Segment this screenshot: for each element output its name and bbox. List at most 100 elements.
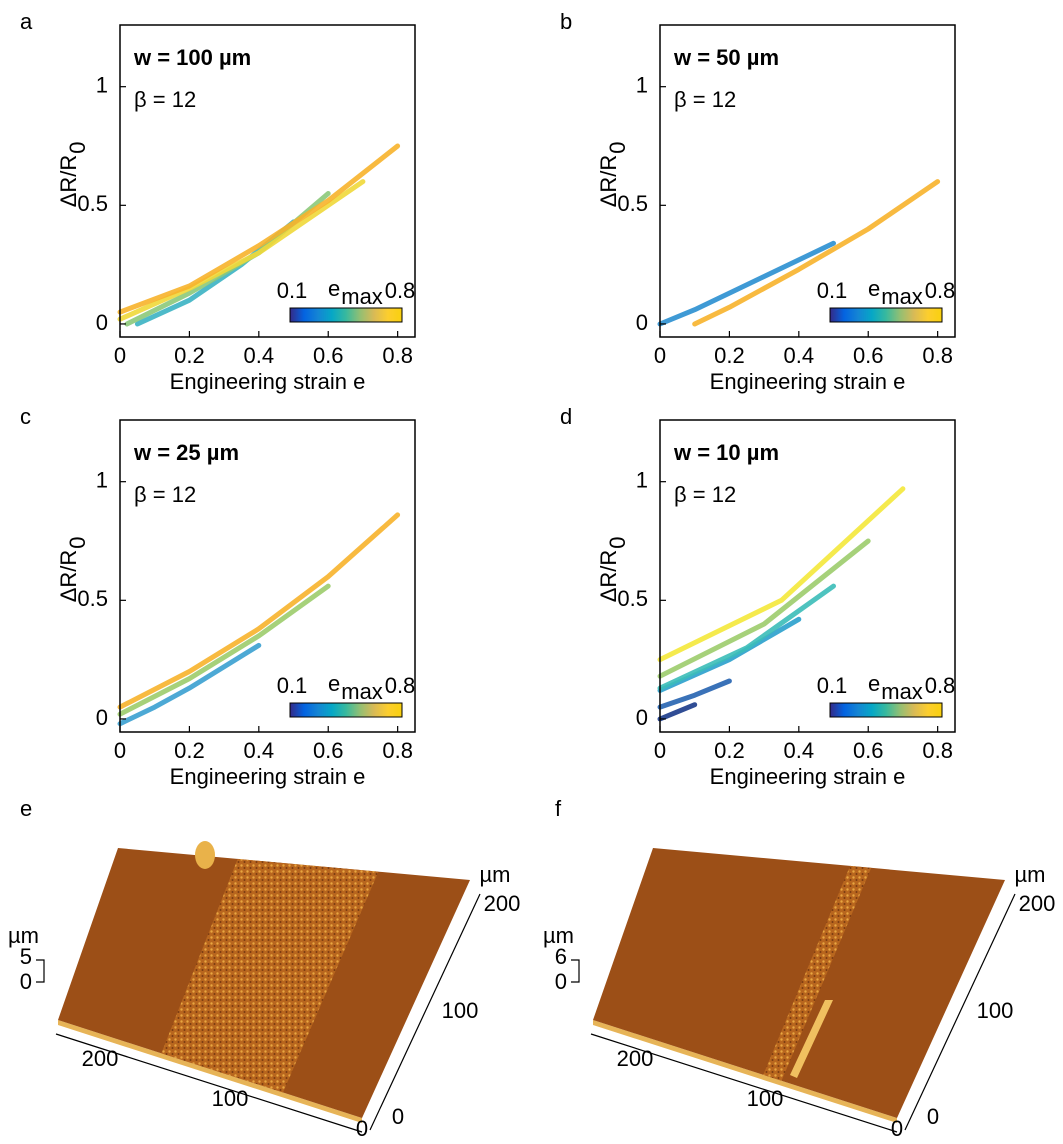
plot-frame: [659, 419, 956, 733]
afm-y-unit: µm: [479, 862, 510, 887]
panel-title: w = 25 µm: [133, 440, 239, 465]
annotation: β = 12: [134, 482, 196, 507]
afm-y-tick-label: 0: [392, 1104, 404, 1129]
x-tick-label: 0.4: [244, 738, 275, 763]
x-tick-label: 0.2: [174, 343, 205, 368]
colorbar-label: e: [328, 671, 340, 696]
y-axis-label-group: ΔR/R 0: [596, 141, 630, 207]
colorbar: [289, 307, 403, 323]
x-tick-label: 0.4: [244, 343, 275, 368]
afm-y-axis: [904, 893, 1016, 1131]
panel-title: w = 50 µm: [673, 45, 779, 70]
x-tick-label: 0.4: [784, 738, 815, 763]
panel-letter: a: [20, 9, 33, 34]
afm-slab: [593, 1020, 897, 1123]
plot-frame: [119, 24, 416, 338]
afm-surface: [593, 848, 1005, 1118]
x-tick-label: 0.8: [382, 738, 413, 763]
afm-y-tick-label: 100: [977, 998, 1014, 1023]
afm-x-axis: [55, 1033, 363, 1133]
y-axis-label-sub: 0: [65, 141, 90, 153]
annotation: β = 12: [674, 87, 736, 112]
afm-z-unit: µm: [8, 923, 39, 948]
panel-title: w = 100 µm: [133, 45, 251, 70]
y-tick-label: 0: [636, 310, 648, 335]
y-axis-label-group: ΔR/R 0: [56, 536, 90, 602]
x-tick-label: 0.8: [922, 343, 953, 368]
y-axis-label-sub: 0: [605, 536, 630, 548]
x-tick-label: 0: [114, 343, 126, 368]
panel-letter: c: [20, 404, 31, 429]
afm-ridge: [790, 1000, 833, 1078]
y-axis-label-group: ΔR/R 0: [56, 141, 90, 207]
afm-z-bracket: [571, 959, 580, 983]
data-line: [657, 240, 836, 327]
y-tick-label: 0.5: [617, 586, 648, 611]
x-tick-label: 0.2: [174, 738, 205, 763]
y-tick-label: 0.5: [77, 586, 108, 611]
x-tick-label: 0: [654, 343, 666, 368]
afm-x-tick-label: 200: [617, 1046, 654, 1071]
afm-z-tick-label: 5: [20, 944, 32, 969]
y-tick-label: 1: [636, 73, 648, 98]
colorbar-label-sub: max: [881, 284, 923, 309]
colorbar: [829, 307, 943, 323]
afm-z-tick-label: 0: [20, 969, 32, 994]
colorbar-max: 0.8: [385, 278, 416, 303]
colorbar-min: 0.1: [817, 673, 848, 698]
data-line: [117, 143, 401, 315]
afm-z-tick-label: 6: [555, 944, 567, 969]
y-tick-label: 0.5: [77, 191, 108, 216]
x-tick-label: 0.6: [313, 738, 344, 763]
data-line: [117, 179, 366, 322]
data-line: [692, 179, 941, 327]
data-line: [657, 678, 732, 710]
afm-y-tick-label: 200: [1019, 891, 1056, 916]
afm-x-axis: [590, 1033, 898, 1133]
afm-y-tick-label: 0: [927, 1104, 939, 1129]
y-axis-label-group: ΔR/R 0: [596, 536, 630, 602]
plot-frame: [119, 419, 416, 733]
data-line: [657, 538, 871, 679]
colorbar-min: 0.1: [817, 278, 848, 303]
colorbar-label: e: [328, 276, 340, 301]
y-axis-label: ΔR/R: [56, 550, 81, 603]
panel-letter: b: [560, 9, 572, 34]
afm-z-unit: µm: [543, 923, 574, 948]
afm-z-tick-label: 0: [555, 969, 567, 994]
afm-slab: [58, 1020, 362, 1123]
colorbar-label: e: [868, 671, 880, 696]
colorbar-min: 0.1: [277, 673, 308, 698]
afm-y-axis: [369, 893, 481, 1131]
afm-y-unit: µm: [1014, 862, 1045, 887]
y-tick-label: 1: [96, 468, 108, 493]
afm-x-tick-label: 0: [891, 1116, 903, 1141]
colorbar-min: 0.1: [277, 278, 308, 303]
y-tick-label: 0: [636, 705, 648, 730]
afm-x-tick-label: 200: [82, 1046, 119, 1071]
afm-particle: [195, 841, 215, 869]
colorbar-label-sub: max: [341, 284, 383, 309]
y-axis-label: ΔR/R: [596, 550, 621, 603]
x-tick-label: 0.6: [313, 343, 344, 368]
colorbar: [829, 702, 943, 718]
y-axis-label: ΔR/R: [596, 155, 621, 208]
x-tick-label: 0.8: [382, 343, 413, 368]
data-line: [117, 512, 401, 710]
x-tick-label: 0.2: [714, 738, 745, 763]
panel-title: w = 10 µm: [673, 440, 779, 465]
afm-x-tick-label: 0: [356, 1116, 368, 1141]
data-line: [657, 616, 802, 693]
data-line: [657, 702, 698, 722]
afm-y-tick-label: 100: [442, 998, 479, 1023]
afm-stripe: [161, 858, 379, 1093]
y-axis-label-sub: 0: [65, 536, 90, 548]
y-tick-label: 1: [636, 468, 648, 493]
colorbar-max: 0.8: [925, 278, 956, 303]
x-tick-label: 0.8: [922, 738, 953, 763]
afm-stripe: [763, 865, 872, 1081]
panel-letter: d: [560, 404, 572, 429]
y-tick-label: 1: [96, 73, 108, 98]
x-axis-label: Engineering strain e: [170, 369, 366, 394]
afm-y-tick-label: 200: [484, 891, 521, 916]
